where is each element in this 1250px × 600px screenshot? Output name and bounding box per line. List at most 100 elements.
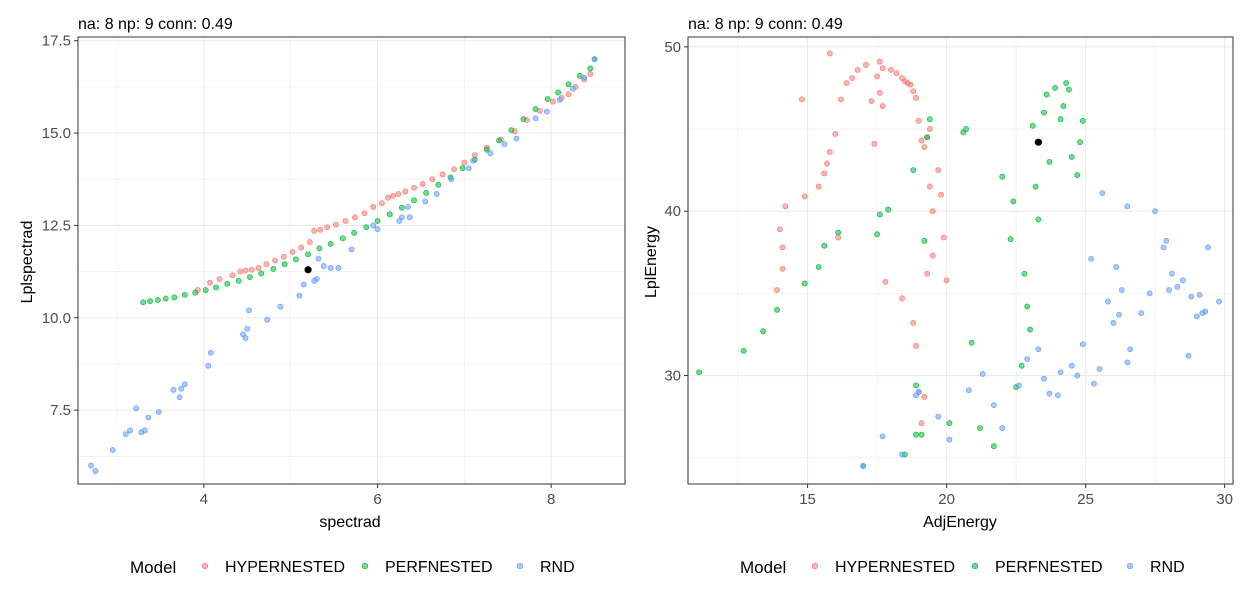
point-perfnested (363, 224, 370, 231)
point-hypernested (918, 137, 925, 144)
point-rnd (1118, 287, 1125, 293)
observed-point (1034, 138, 1042, 146)
point-rnd (327, 264, 334, 271)
point-perfnested (977, 425, 983, 432)
point-hypernested (876, 58, 883, 65)
point-perfnested (946, 420, 953, 427)
point-perfnested (258, 270, 265, 277)
point-perfnested (587, 65, 594, 72)
point-perfnested (171, 294, 178, 301)
point-perfnested (374, 218, 381, 224)
point-hypernested (229, 272, 236, 279)
point-hypernested (849, 75, 855, 81)
point-rnd (1110, 320, 1117, 326)
point-rnd (88, 462, 94, 469)
point-rnd (370, 222, 377, 229)
point-rnd (1146, 290, 1153, 297)
point-perfnested (835, 229, 842, 236)
point-hypernested (799, 96, 805, 103)
point-hypernested (587, 71, 594, 77)
point-perfnested (247, 274, 253, 281)
point-rnd (1079, 341, 1086, 348)
point-rnd (946, 436, 953, 443)
point-perfnested (1010, 198, 1017, 205)
point-perfnested (423, 189, 430, 196)
point-hypernested (280, 253, 287, 260)
point-hypernested (272, 257, 278, 264)
point-perfnested (1066, 86, 1072, 93)
point-perfnested (696, 369, 703, 376)
point-rnd (501, 141, 508, 148)
point-hypernested (361, 210, 368, 217)
point-hypernested (879, 103, 886, 109)
point-rnd (1196, 292, 1203, 298)
legend-key-rnd (516, 562, 524, 570)
point-perfnested (1052, 85, 1058, 91)
point-rnd (315, 255, 322, 262)
point-hypernested (835, 234, 842, 241)
point-rnd (1124, 203, 1131, 210)
point-hypernested (863, 62, 869, 68)
point-hypernested (263, 261, 270, 268)
point-perfnested (339, 235, 346, 242)
point-hypernested (913, 94, 919, 101)
point-rnd (465, 165, 472, 172)
x-tick-label: 20 (938, 491, 955, 508)
point-perfnested (181, 291, 188, 298)
point-hypernested (826, 50, 833, 57)
point-hypernested (776, 226, 783, 233)
point-perfnested (281, 261, 288, 268)
point-perfnested (968, 339, 975, 346)
x-tick-label: 25 (1077, 491, 1094, 508)
point-perfnested (913, 431, 919, 438)
point-hypernested (918, 420, 925, 427)
point-perfnested (924, 134, 931, 141)
left-points (88, 56, 598, 474)
point-hypernested (774, 287, 780, 293)
point-perfnested (544, 96, 551, 102)
point-hypernested (248, 266, 255, 273)
point-rnd (1188, 293, 1195, 300)
right-panel-border (687, 36, 1234, 485)
point-rnd (405, 204, 411, 210)
point-rnd (170, 386, 177, 393)
point-rnd (205, 362, 212, 369)
left-panel-title: na: 8 np: 9 conn: 0.49 (78, 16, 233, 33)
point-rnd (264, 316, 271, 323)
point-hypernested (899, 295, 906, 302)
point-rnd (1024, 356, 1031, 363)
point-perfnested (154, 297, 161, 303)
point-hypernested (927, 126, 933, 132)
point-hypernested (888, 66, 894, 73)
point-rnd (181, 381, 188, 388)
observed-point (304, 266, 312, 274)
point-hypernested (565, 91, 572, 98)
legend-key-rnd (1126, 562, 1134, 570)
point-rnd (422, 198, 429, 205)
left-legend-title: Model (130, 558, 176, 577)
point-perfnested (760, 328, 766, 335)
point-rnd (1046, 390, 1053, 397)
point-hypernested (854, 66, 861, 73)
point-hypernested (826, 149, 833, 155)
point-rnd (979, 370, 986, 377)
point-rnd (513, 135, 520, 142)
point-rnd (1138, 310, 1145, 316)
point-perfnested (270, 266, 277, 272)
legend-key-hypernested (811, 562, 819, 570)
point-rnd (965, 387, 972, 394)
point-hypernested (255, 264, 262, 271)
point-hypernested (868, 98, 875, 104)
point-perfnested (327, 240, 334, 247)
point-rnd (433, 191, 440, 197)
legend-label-rnd: RND (1150, 559, 1185, 576)
point-perfnested (815, 264, 822, 270)
point-perfnested (1029, 122, 1036, 129)
point-hypernested (924, 270, 931, 277)
point-perfnested (1063, 80, 1070, 86)
left-y-axis-title: Lplspectrad (19, 221, 36, 304)
point-rnd (470, 157, 476, 164)
point-perfnested (202, 287, 209, 293)
point-perfnested (316, 245, 323, 252)
